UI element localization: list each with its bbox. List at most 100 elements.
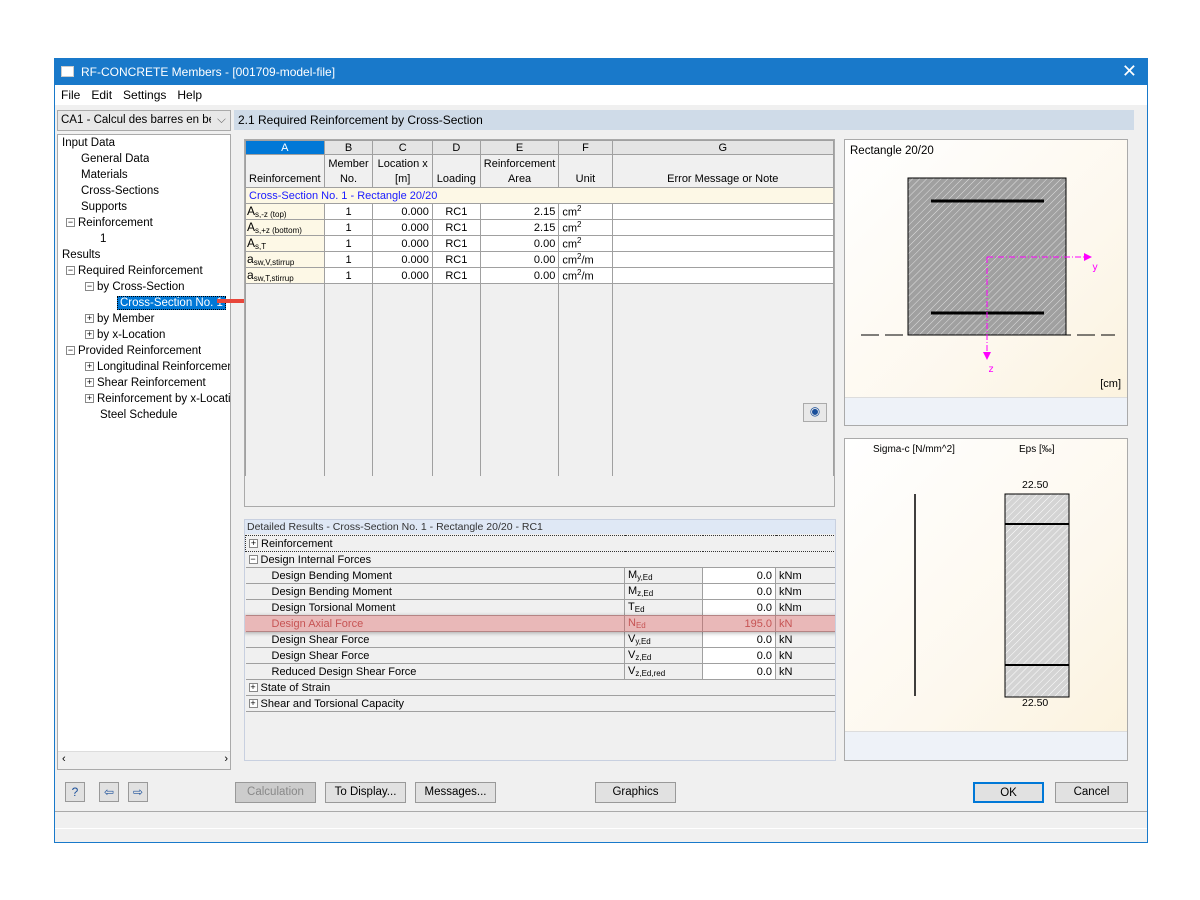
tree-steel-schedule[interactable]: Steel Schedule: [100, 409, 178, 421]
cell-member[interactable]: 1: [323, 203, 374, 220]
expand-icon[interactable]: +: [85, 361, 94, 372]
cell-unit[interactable]: cm2/m: [558, 251, 613, 268]
cell-reinforcement[interactable]: As,-z (top): [245, 203, 325, 220]
cell-loading[interactable]: RC1: [431, 267, 481, 284]
expand-icon[interactable]: +: [85, 313, 94, 324]
detail-row[interactable]: Design Torsional Moment TEd 0.0 kNm: [245, 599, 835, 616]
cell-loading[interactable]: RC1: [431, 251, 481, 268]
tree-provided-reinforcement[interactable]: − Provided Reinforcement: [66, 343, 201, 359]
cell-unit[interactable]: cm2: [558, 219, 613, 236]
close-button[interactable]: ✕: [1121, 61, 1137, 81]
cell-reinforcement[interactable]: asw,V,stirrup: [245, 251, 325, 268]
cell-area[interactable]: 0.00: [479, 267, 560, 284]
cell-error[interactable]: [611, 235, 834, 252]
col-letter-a[interactable]: A: [245, 140, 325, 155]
cell-location[interactable]: 0.000: [372, 251, 433, 268]
cell-member[interactable]: 1: [323, 219, 374, 236]
cell-reinforcement[interactable]: As,T: [245, 235, 325, 252]
collapse-icon[interactable]: −: [66, 265, 75, 276]
cell-location[interactable]: 0.000: [372, 203, 433, 220]
to-display-button[interactable]: To Display...: [325, 782, 406, 803]
cell-loading[interactable]: RC1: [431, 203, 481, 220]
detail-row[interactable]: Design Bending Moment My,Ed 0.0 kNm: [245, 567, 835, 584]
table-row[interactable]: asw,V,stirrup 1 0.000 RC1 0.00 cm2/m: [245, 251, 834, 268]
cell-area[interactable]: 0.00: [479, 235, 560, 252]
detail-row[interactable]: Design Axial Force NEd 195.0 kN: [245, 615, 835, 632]
table-row[interactable]: As,+z (bottom) 1 0.000 RC1 2.15 cm2: [245, 219, 834, 236]
menu-settings[interactable]: Settings: [123, 88, 167, 102]
detail-value[interactable]: 0.0: [702, 599, 776, 616]
menu-help[interactable]: Help: [177, 88, 203, 102]
tree-by-cross-section[interactable]: − by Cross-Section: [85, 279, 185, 295]
cell-location[interactable]: 0.000: [372, 219, 433, 236]
table-row[interactable]: As,T 1 0.000 RC1 0.00 cm2: [245, 235, 834, 252]
detail-value[interactable]: 195.0: [702, 615, 776, 632]
tree-reinforcement-1[interactable]: 1: [100, 233, 107, 245]
cell-member[interactable]: 1: [323, 267, 374, 284]
detail-row[interactable]: Design Shear Force Vy,Ed 0.0 kN: [245, 631, 835, 648]
scroll-right-icon[interactable]: ›: [224, 753, 228, 765]
cell-location[interactable]: 0.000: [372, 235, 433, 252]
cell-loading[interactable]: RC1: [431, 235, 481, 252]
col-letter-b[interactable]: B: [323, 140, 374, 155]
calculation-button[interactable]: Calculation: [235, 782, 316, 803]
cell-member[interactable]: 1: [323, 235, 374, 252]
expand-icon[interactable]: +: [249, 538, 258, 549]
cancel-button[interactable]: Cancel: [1055, 782, 1128, 803]
chevron-down-icon[interactable]: ⌵: [213, 111, 230, 130]
detail-row[interactable]: Design Shear Force Vz,Ed 0.0 kN: [245, 647, 835, 664]
graphics-button[interactable]: Graphics: [595, 782, 676, 803]
table-row[interactable]: As,-z (top) 1 0.000 RC1 2.15 cm2: [245, 203, 834, 220]
menu-file[interactable]: File: [61, 88, 81, 102]
scroll-left-icon[interactable]: ‹: [62, 753, 66, 765]
previous-window-icon[interactable]: ⇦: [99, 782, 119, 802]
tree-cross-section-1[interactable]: Cross-Section No. 1: [117, 295, 226, 311]
tree-cross-sections[interactable]: Cross-Sections: [81, 185, 159, 197]
tree-materials[interactable]: Materials: [81, 169, 128, 181]
cell-area[interactable]: 0.00: [479, 251, 560, 268]
tree-general-data[interactable]: General Data: [81, 153, 150, 165]
cell-location[interactable]: 0.000: [372, 267, 433, 284]
tree-required-reinforcement[interactable]: − Required Reinforcement: [66, 263, 203, 279]
collapse-icon[interactable]: −: [85, 281, 94, 292]
cell-error[interactable]: [611, 203, 834, 220]
collapse-icon[interactable]: −: [248, 554, 258, 565]
group-row[interactable]: Cross-Section No. 1 - Rectangle 20/20: [245, 187, 834, 204]
cell-reinforcement[interactable]: As,+z (bottom): [245, 219, 325, 236]
tree-shear[interactable]: + Shear Reinforcement: [85, 375, 230, 391]
col-letter-e[interactable]: E: [479, 140, 560, 155]
cell-error[interactable]: [611, 267, 834, 284]
cell-error[interactable]: [611, 219, 834, 236]
cell-member[interactable]: 1: [323, 251, 374, 268]
expand-icon[interactable]: +: [248, 682, 258, 693]
cell-area[interactable]: 2.15: [479, 219, 560, 236]
horizontal-scrollbar[interactable]: ‹ ›: [58, 751, 230, 769]
tree-results[interactable]: Results: [62, 249, 101, 261]
tree-input-data[interactable]: Input Data: [62, 137, 116, 149]
detail-row[interactable]: Design Bending Moment Mz,Ed 0.0 kNm: [245, 583, 835, 600]
tree-longitudinal[interactable]: + Longitudinal Reinforcement: [85, 359, 230, 375]
detail-row[interactable]: Reduced Design Shear Force Vz,Ed,red 0.0…: [245, 663, 835, 680]
tree-supports[interactable]: Supports: [81, 201, 128, 213]
section-state-of-strain[interactable]: + State of Strain: [245, 679, 835, 696]
detail-value[interactable]: 0.0: [702, 567, 776, 584]
next-window-icon[interactable]: ⇨: [128, 782, 148, 802]
help-icon[interactable]: ?: [65, 782, 85, 802]
tree-by-x-location[interactable]: + by x-Location: [85, 327, 165, 343]
messages-button[interactable]: Messages...: [415, 782, 496, 803]
case-select[interactable]: CA1 - Calcul des barres en bétc ⌵: [57, 110, 231, 131]
collapse-icon[interactable]: −: [66, 345, 75, 356]
cell-loading[interactable]: RC1: [431, 219, 481, 236]
tree-by-member[interactable]: + by Member: [85, 311, 155, 327]
detail-value[interactable]: 0.0: [702, 647, 776, 664]
detail-value[interactable]: 0.0: [702, 663, 776, 680]
detail-value[interactable]: 0.0: [702, 583, 776, 600]
cell-reinforcement[interactable]: asw,T,stirrup: [245, 267, 325, 284]
col-letter-g[interactable]: G: [611, 140, 834, 155]
expand-icon[interactable]: +: [85, 329, 94, 340]
collapse-icon[interactable]: −: [66, 217, 75, 228]
cell-unit[interactable]: cm2: [558, 235, 613, 252]
cell-unit[interactable]: cm2/m: [558, 267, 613, 284]
tree-by-x-loc[interactable]: + Reinforcement by x-Locatic: [85, 391, 230, 407]
tree-reinforcement[interactable]: − Reinforcement: [66, 215, 153, 231]
